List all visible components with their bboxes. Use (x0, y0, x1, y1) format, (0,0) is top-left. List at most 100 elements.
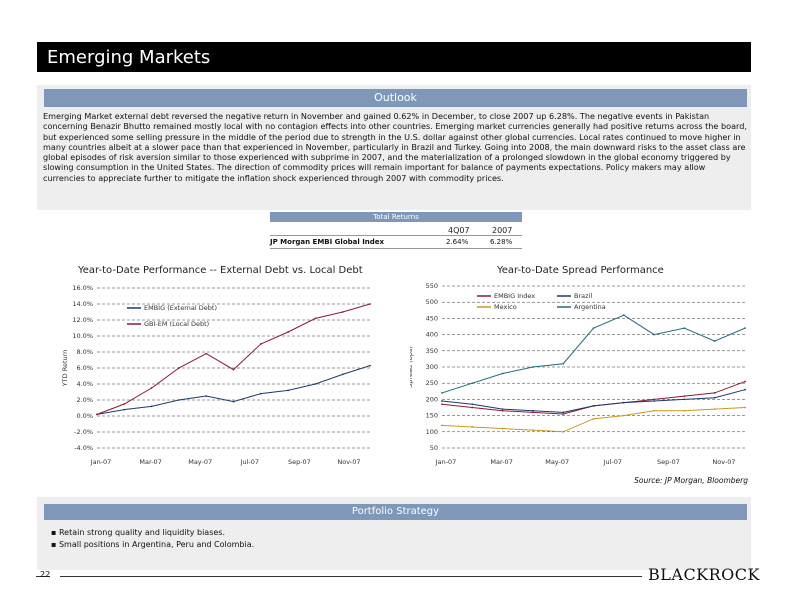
series-point (744, 380, 746, 383)
series-point (123, 408, 126, 411)
series-point (683, 327, 686, 330)
table-divider (270, 235, 522, 236)
legend-label: Mexico (494, 303, 517, 311)
y-tick-label: 50 (430, 444, 438, 452)
y-tick-label: 14.0% (72, 300, 93, 308)
series-point (683, 395, 686, 398)
chart-2-title: Year-to-Date Spread Performance (497, 265, 664, 276)
series-point (622, 401, 625, 404)
footer-rule-left (36, 576, 50, 577)
series-point (471, 426, 474, 428)
series-point (287, 389, 289, 392)
y-tick-label: 6.0% (76, 364, 93, 372)
series-point (441, 424, 443, 427)
series-point (341, 373, 344, 376)
series-point (501, 372, 504, 375)
y-tick-label: 500 (426, 298, 438, 306)
y-tick-label: 350 (426, 347, 438, 355)
series-point (341, 311, 344, 313)
series-point (592, 404, 595, 407)
strategy-bullets: Retain strong quality and liquidity bias… (51, 527, 254, 551)
series-point (314, 317, 317, 320)
series-point (592, 417, 595, 420)
series-point (441, 400, 443, 402)
series-point (501, 409, 504, 412)
row-value-4q07: 2.64% (446, 238, 469, 246)
y-tick-label: 400 (426, 331, 438, 339)
y-tick-label: 12.0% (72, 316, 93, 324)
series-point (178, 399, 180, 401)
series-point (369, 303, 371, 305)
series-point (369, 364, 371, 367)
series-point (653, 333, 655, 336)
x-tick-label: Sep-07 (657, 458, 680, 466)
y-tick-label: -4.0% (74, 444, 93, 452)
chart-1-external-vs-local-debt: 16.0% 14.0% 12.0% 10.0% 8.0% 6.0% 4.0% 2.0% 0.0%… (61, 284, 371, 466)
outlook-heading-bar: Outlook (44, 89, 747, 107)
y-tick-label: 10.0% (72, 332, 93, 340)
outlook-panel: Outlook Emerging Market external debt re… (37, 85, 751, 210)
series-point (744, 327, 746, 330)
series-point (150, 387, 153, 389)
series-point (653, 400, 655, 402)
y-axis-label: YTD Return (61, 350, 69, 388)
series-line-0 (96, 365, 371, 415)
y-tick-label: 250 (426, 379, 438, 387)
series-point (178, 367, 180, 369)
series-point (713, 396, 716, 399)
strategy-bullet: Small positions in Argentina, Peru and C… (51, 539, 254, 551)
series-point (713, 392, 716, 394)
series-point (592, 327, 595, 330)
strategy-panel: Portfolio Strategy Retain strong quality… (37, 497, 751, 570)
series-point (532, 366, 534, 368)
series-point (653, 398, 655, 401)
blackrock-logo: BLACKROCK (648, 565, 760, 584)
x-tick-label: Sep-07 (288, 458, 311, 466)
y-tick-label: 4.0% (76, 380, 93, 388)
series-point (232, 368, 235, 371)
source-note: Source: JP Morgan, Bloomberg (634, 476, 748, 485)
outlook-body: Emerging Market external debt reversed t… (43, 111, 747, 183)
series-point (441, 392, 443, 394)
outlook-heading: Outlook (374, 91, 417, 104)
y-tick-label: 100 (426, 428, 438, 436)
series-point (259, 392, 262, 395)
series-point (205, 395, 208, 397)
legend-label: Brazil (574, 292, 592, 300)
series-point (501, 427, 504, 430)
x-tick-label: Mar-07 (139, 458, 161, 466)
series-point (562, 411, 565, 414)
y-tick-label: 450 (426, 314, 438, 322)
x-tick-label: Nov-07 (712, 458, 735, 466)
series-line-3 (441, 314, 746, 394)
series-point (683, 398, 686, 401)
chart-2-spread-performance: 550 500 450 400 350 300 250 200 150 100 50 Jan-07 Ma… (410, 282, 746, 466)
series-point (532, 429, 534, 432)
footer-rule (60, 576, 642, 577)
series-point (232, 400, 235, 403)
column-header-2007: 2007 (492, 226, 513, 235)
y-tick-label: 2.0% (76, 396, 93, 404)
row-value-2007: 6.28% (490, 238, 513, 246)
x-tick-label: May-07 (188, 458, 212, 466)
page-title: Emerging Markets (47, 47, 211, 68)
series-point (471, 382, 474, 385)
y-tick-label: 550 (426, 282, 438, 290)
x-tick-label: Jan-07 (435, 458, 457, 466)
series-point (287, 331, 289, 333)
x-tick-label: Nov-07 (337, 458, 360, 466)
series-point (314, 383, 317, 385)
x-tick-label: May-07 (545, 458, 569, 466)
series-line-1 (96, 303, 371, 415)
table-bottom-rule (270, 248, 522, 249)
series-point (532, 411, 534, 414)
series-point (562, 413, 565, 415)
series-point (744, 388, 746, 391)
strategy-heading-bar: Portfolio Strategy (44, 504, 747, 520)
series-point (713, 408, 716, 411)
series-point (471, 406, 474, 409)
strategy-bullet: Retain strong quality and liquidity bias… (51, 527, 254, 539)
y-tick-label: 300 (426, 363, 438, 371)
legend-label: EMBIG Index (494, 292, 535, 300)
series-point (532, 409, 534, 412)
